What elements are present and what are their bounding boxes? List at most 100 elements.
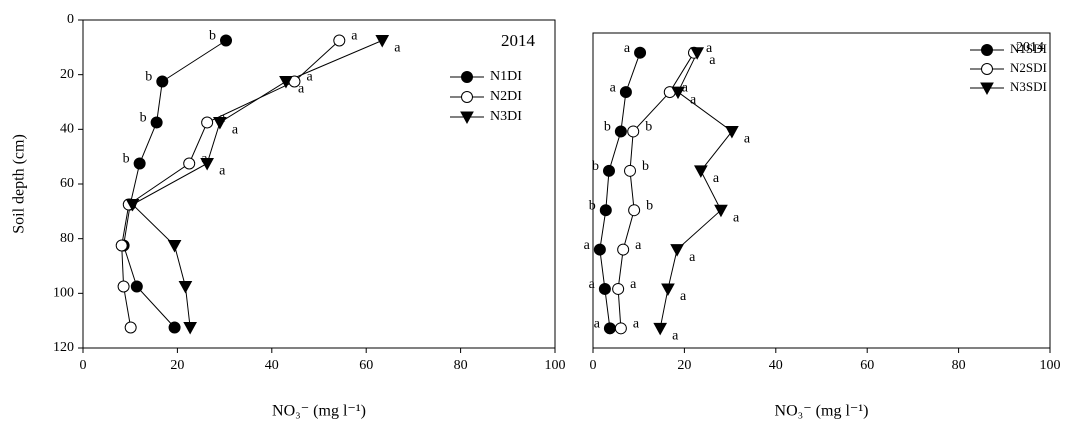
significance-letter: a	[298, 82, 305, 97]
y-tick-label: 60	[60, 176, 74, 191]
plot-frame	[592, 32, 1051, 349]
legend-marker	[981, 44, 993, 56]
significance-letter: b	[209, 29, 216, 44]
significance-letter: b	[140, 111, 147, 126]
data-point	[183, 322, 197, 335]
significance-letter: a	[682, 80, 689, 95]
x-tick-label: 20	[170, 358, 184, 373]
data-point	[279, 76, 293, 89]
significance-letter: b	[646, 198, 653, 213]
legend-marker	[460, 111, 474, 125]
significance-letter: a	[680, 289, 687, 304]
data-point	[333, 34, 346, 47]
legend-marker	[980, 82, 994, 96]
data-point	[634, 46, 647, 59]
data-point	[671, 86, 685, 100]
significance-letter: b	[589, 198, 596, 213]
data-point	[612, 282, 625, 295]
significance-letter: a	[589, 277, 596, 292]
data-point	[617, 243, 630, 256]
data-point	[599, 204, 612, 217]
significance-letter: a	[689, 250, 696, 265]
x-tick-label: 0	[80, 358, 87, 373]
y-axis-label: Soil depth (cm)	[11, 134, 28, 234]
significance-letter: a	[584, 238, 591, 253]
data-point	[619, 86, 632, 99]
y-tick-label: 40	[60, 122, 74, 137]
data-point	[375, 35, 390, 48]
legend-label: N2SDI	[1010, 60, 1047, 75]
significance-letter: a	[630, 277, 637, 292]
x-tick-label: 40	[265, 358, 279, 373]
y-tick-label: 80	[60, 231, 74, 246]
legend-marker	[461, 91, 473, 103]
data-point	[593, 243, 606, 256]
x-axis-label: NO₃⁻ (mg l⁻¹)	[775, 403, 869, 420]
significance-letter: a	[709, 53, 716, 68]
legend-label: N1DI	[490, 69, 522, 84]
data-point	[124, 321, 137, 334]
data-point	[670, 244, 684, 257]
significance-letter: a	[713, 171, 720, 186]
data-point	[178, 281, 193, 294]
data-point	[115, 239, 128, 252]
series-line	[131, 40, 383, 328]
significance-letter: b	[592, 159, 599, 174]
data-point	[150, 116, 163, 129]
x-tick-label: 80	[454, 358, 468, 373]
x-tick-label: 60	[860, 358, 874, 373]
x-tick-label: 60	[359, 358, 373, 373]
significance-letter: a	[219, 164, 226, 179]
data-point	[714, 204, 728, 218]
data-point	[653, 322, 668, 336]
series-line	[121, 40, 340, 328]
significance-letter: a	[594, 317, 601, 332]
panel-title: 2014	[501, 31, 536, 50]
data-point	[133, 157, 146, 170]
significance-letter: a	[624, 41, 631, 56]
data-point	[167, 240, 182, 253]
data-point	[201, 116, 214, 129]
data-point	[598, 282, 611, 295]
significance-letter: a	[690, 92, 697, 107]
legend-marker	[981, 63, 993, 75]
series-line	[659, 52, 733, 329]
data-point	[603, 322, 616, 335]
data-point	[661, 283, 675, 296]
y-tick-label: 0	[67, 12, 74, 27]
data-point	[694, 165, 708, 178]
data-point	[200, 158, 214, 171]
plot-frame	[82, 19, 556, 349]
data-point	[624, 164, 637, 177]
significance-letter: a	[706, 41, 713, 56]
data-point	[130, 280, 143, 293]
data-point	[220, 34, 233, 47]
legend-label: N3SDI	[1010, 79, 1047, 94]
x-axis-label: NO₃⁻ (mg l⁻¹)	[272, 403, 366, 420]
x-tick-label: 20	[677, 358, 691, 373]
significance-letter: a	[733, 210, 740, 225]
data-point	[627, 125, 640, 138]
series-line	[617, 52, 695, 329]
data-point	[628, 204, 641, 217]
data-point	[156, 75, 169, 88]
panel-title: 2014	[1016, 40, 1044, 55]
series-line	[123, 40, 227, 328]
significance-letter: b	[642, 159, 649, 174]
significance-letter: a	[672, 329, 679, 344]
significance-letter: b	[145, 70, 152, 85]
data-point	[117, 280, 130, 293]
series-line	[599, 52, 641, 329]
data-point	[213, 117, 227, 130]
significance-letter: b	[123, 152, 130, 167]
data-point	[125, 199, 140, 212]
x-tick-label: 100	[1040, 358, 1061, 373]
data-point	[183, 157, 196, 170]
x-tick-label: 80	[952, 358, 966, 373]
legend-label: N1SDI	[1010, 41, 1047, 56]
significance-letter: a	[232, 123, 239, 138]
significance-letter: a	[744, 132, 751, 147]
y-tick-label: 20	[60, 67, 74, 82]
data-point	[725, 125, 739, 139]
